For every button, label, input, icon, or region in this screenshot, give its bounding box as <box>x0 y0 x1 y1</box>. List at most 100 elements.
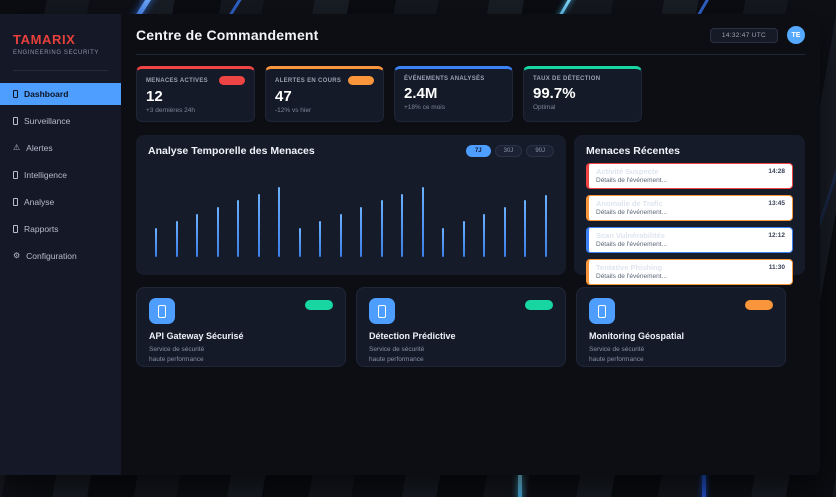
brand-tagline: ENGINEERING SECURITY <box>13 50 100 56</box>
chart-bar <box>278 187 281 257</box>
sidebar-item-label: Intelligence <box>24 170 68 180</box>
sidebar: TAMARIX ENGINEERING SECURITY Dashboard S… <box>0 14 121 475</box>
service-icon <box>149 298 175 324</box>
sidebar-item-label: Dashboard <box>24 89 69 99</box>
chart-bar <box>442 227 445 257</box>
service-description: Service de sécurité haute performance <box>369 346 425 364</box>
sidebar-item-analyse[interactable]: Analyse <box>0 191 121 213</box>
page-header: Centre de Commandement 14:32:47 UTC TE <box>136 26 805 55</box>
sidebar-item-dashboard[interactable]: Dashboard <box>0 83 121 105</box>
range-buttons: 7J 30J 90J <box>465 145 554 157</box>
status-badge <box>219 76 245 85</box>
chart-bar <box>237 200 240 257</box>
background-cyan-streak <box>518 473 522 497</box>
range-button-7j[interactable]: 7J <box>465 145 491 157</box>
service-glyph-icon <box>158 304 166 318</box>
reports-icon <box>13 225 18 233</box>
chart-bar <box>257 194 260 257</box>
service-card-api-gateway[interactable]: API Gateway Sécurisé Service de sécurité… <box>136 287 346 367</box>
threat-detail: Détails de l'événement... <box>596 273 667 280</box>
sidebar-item-rapports[interactable]: Rapports <box>0 218 121 240</box>
chart-bar <box>196 213 199 257</box>
sidebar-item-label: Alertes <box>26 143 53 153</box>
sidebar-item-label: Configuration <box>26 251 77 261</box>
chart-title: Analyse Temporelle des Menaces <box>148 145 315 157</box>
chart-bar <box>216 207 219 257</box>
avatar[interactable]: TE <box>787 26 805 44</box>
stat-subtext: -12% vs hier <box>275 107 312 114</box>
threat-list-item[interactable]: Anomalie de Trafic 13:45 Détails de l'év… <box>586 195 793 221</box>
chart-bar <box>339 213 342 257</box>
chart-bar <box>421 187 424 257</box>
chart-bar <box>462 220 465 257</box>
background-blue-streak <box>702 473 706 497</box>
intelligence-icon <box>13 171 18 179</box>
service-description: Service de sécurité haute performance <box>589 346 645 364</box>
app-window: TAMARIX ENGINEERING SECURITY Dashboard S… <box>0 14 820 475</box>
service-card-monitoring-geospatial[interactable]: Monitoring Géospatial Service de sécurit… <box>576 287 786 367</box>
threat-detail: Détails de l'événement... <box>596 209 667 216</box>
status-badge <box>525 300 553 310</box>
chart-bar <box>298 227 301 257</box>
range-button-90j[interactable]: 90J <box>526 145 554 157</box>
alert-triangle-icon: ⚠ <box>13 143 21 152</box>
threat-title: Anomalie de Trafic <box>596 199 663 208</box>
sidebar-item-label: Surveillance <box>24 116 71 126</box>
sidebar-item-surveillance[interactable]: Surveillance <box>0 110 121 132</box>
threat-time: 13:45 <box>768 200 785 207</box>
status-badge <box>305 300 333 310</box>
service-title: Détection Prédictive <box>369 331 456 341</box>
service-glyph-icon <box>598 304 606 318</box>
stat-label: TAUX DE DÉTECTION <box>533 76 601 82</box>
stat-card-menaces-actives: MENACES ACTIVES 12 +3 dernières 24h <box>136 66 255 122</box>
dashboard-icon <box>13 90 18 98</box>
service-glyph-icon <box>378 304 386 318</box>
analyse-icon <box>13 198 18 206</box>
sidebar-item-alertes[interactable]: ⚠ Alertes <box>0 137 121 159</box>
header-right: 14:32:47 UTC TE <box>709 26 805 44</box>
threat-list-item[interactable]: Tentative Phishing 11:30 Détails de l'év… <box>586 259 793 285</box>
surveillance-icon <box>13 117 18 125</box>
chart-bar <box>401 194 404 257</box>
chart-bar <box>483 213 486 257</box>
sidebar-divider <box>13 70 108 71</box>
utc-clock: 14:32:47 UTC <box>709 27 778 43</box>
stat-subtext: Optimal <box>533 104 556 111</box>
threat-list-item[interactable]: Activité Suspecte 14:28 Détails de l'évé… <box>586 163 793 189</box>
chart-bar <box>319 220 322 257</box>
threat-bar-chart <box>148 165 554 257</box>
sidebar-item-intelligence[interactable]: Intelligence <box>0 164 121 186</box>
stat-card-evenements-analyses: ÉVÉNEMENTS ANALYSÉS 2.4M +18% ce mois <box>394 66 513 122</box>
gear-icon: ⚙ <box>13 251 21 260</box>
service-description: Service de sécurité haute performance <box>149 346 205 364</box>
threat-list-item[interactable]: Scan Vulnérabilités 12:12 Détails de l'é… <box>586 227 793 253</box>
stat-value: 99.7% <box>533 85 576 102</box>
sidebar-item-configuration[interactable]: ⚙ Configuration <box>0 245 121 267</box>
threat-detail: Détails de l'événement... <box>596 177 667 184</box>
service-card-detection-predictive[interactable]: Détection Prédictive Service de sécurité… <box>356 287 566 367</box>
threat-time: 14:28 <box>768 168 785 175</box>
stat-value: 47 <box>275 88 292 105</box>
chart-bar <box>380 200 383 257</box>
service-title: Monitoring Géospatial <box>589 331 685 341</box>
stat-card-taux-detection: TAUX DE DÉTECTION 99.7% Optimal <box>523 66 642 122</box>
threat-title: Tentative Phishing <box>596 263 663 272</box>
recent-threats-title: Menaces Récentes <box>586 145 680 157</box>
chart-bar <box>524 200 527 257</box>
threat-title: Scan Vulnérabilités <box>596 231 665 240</box>
brand-logo: TAMARIX <box>13 32 76 47</box>
stat-card-alertes-en-cours: ALERTES EN COURS 47 -12% vs hier <box>265 66 384 122</box>
sidebar-item-label: Rapports <box>24 224 59 234</box>
status-badge <box>348 76 374 85</box>
stat-value: 12 <box>146 88 163 105</box>
range-button-30j[interactable]: 30J <box>494 145 523 157</box>
stat-label: MENACES ACTIVES <box>146 77 208 84</box>
chart-bar <box>503 207 506 257</box>
threat-detail: Détails de l'événement... <box>596 241 667 248</box>
status-badge <box>745 300 773 310</box>
chart-bar <box>155 227 157 257</box>
stats-row: MENACES ACTIVES 12 +3 dernières 24h ALER… <box>136 66 805 122</box>
threat-time: 11:30 <box>768 264 785 271</box>
chart-bar <box>544 194 547 257</box>
middle-row: Analyse Temporelle des Menaces 7J 30J 90… <box>136 135 805 285</box>
